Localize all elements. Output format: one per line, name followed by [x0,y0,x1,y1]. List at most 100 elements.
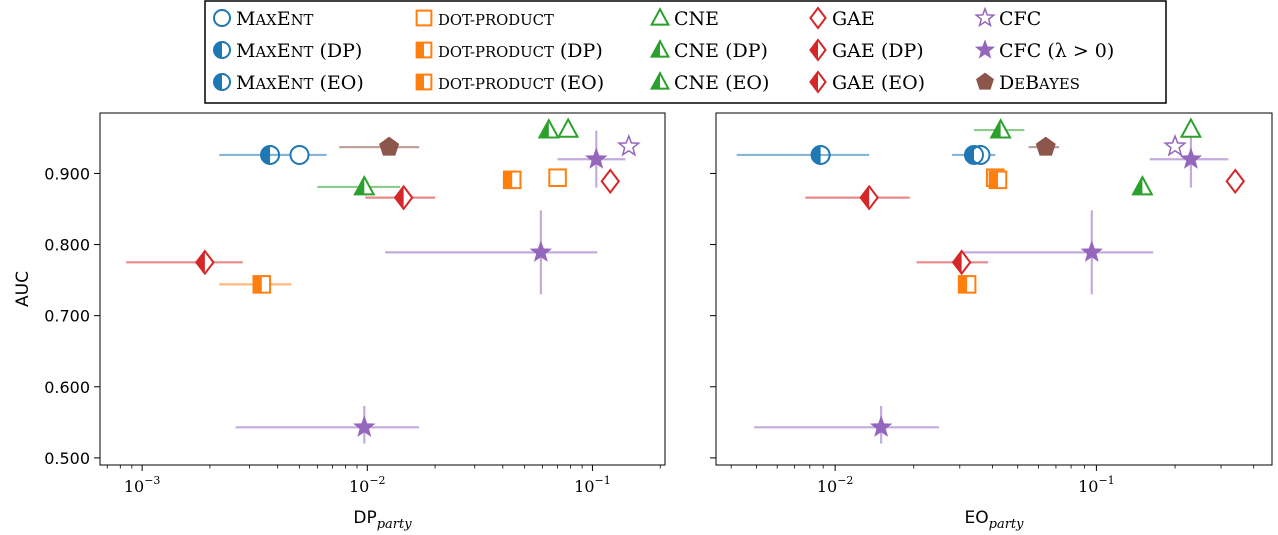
dot-product-dp-point-fill [989,171,998,189]
legend-maxent-marker [213,9,231,27]
cne-dp-point-outline [989,118,1012,139]
legend-gae-marker-outline [809,6,827,30]
legend-maxent-label-run: AX [254,12,277,29]
cfc-point [616,133,641,157]
dot-product-dp-point-outline [502,170,522,190]
y-tick-label: 0.500 [44,449,90,468]
legend-maxent-eo-label: MAXENT (EO) [236,72,364,94]
dot-product-eo-point [957,275,977,294]
x-axis-label: EOparty [965,508,1025,532]
legend-dot-product-dp-entry: DOT-PRODUCT (DP) [415,40,603,62]
legend-dot-product-dp-marker-fill [416,42,424,58]
dot-product-eo-point-fill [958,276,968,293]
cfc-point-outline [1163,133,1187,157]
legend-cne-label: CNE [674,8,719,30]
legend-gae-label: GAE [832,8,875,30]
legend-cne-entry: CNE [649,7,719,30]
dot-product-dp-point [502,170,522,190]
x-tick-label: 10−2 [349,474,386,496]
cfc-0-point [869,415,893,437]
x-tick-label: 10−3 [124,474,161,496]
cne-dp-point [989,118,1012,139]
maxent-point-outline [289,144,310,165]
gae-point [600,168,621,195]
legend-cfc-0-label: CFC (λ > 0) [999,40,1114,62]
legend-maxent-dp-label-run: M [236,40,255,62]
legend-dot-product-entry: DOT-PRODUCT [415,9,554,29]
legend-cne-dp-label-run: CNE [674,40,719,62]
legend-debayes-label-run: D [999,72,1014,94]
y-tick-label: 0.900 [44,164,90,183]
legend-cfc-label: CFC [999,8,1041,30]
x-axis-label: DPparty [353,508,412,532]
debayes-point-fill [379,136,400,156]
legend-cfc-marker [974,6,996,28]
legend-dot-product-label-run: DOT-PRODUCT [438,12,554,29]
maxent-dp-point [810,144,831,165]
legend-cne-dp-entry: CNE (DP) [649,39,768,62]
gae-point-outline [1225,168,1246,195]
legend-debayes-label-run: AYES [1038,76,1080,93]
legend-gae-dp-entry: GAE (DP) [809,38,924,62]
legend-maxent-eo-label-run: E [277,72,291,94]
gae-dp-point-fill [395,186,404,209]
legend-gae-dp-label-run: (DP) [881,40,924,62]
legend-gae-eo-label-run: GAE [832,72,875,94]
cfc-0-point-fill [585,147,608,169]
legend-maxent-dp-marker-outline [213,41,231,59]
legend-dot-product-marker [415,9,433,27]
legend-gae-dp-marker-fill [810,40,818,60]
cfc-point [1163,133,1187,157]
legend-frame [204,0,1167,104]
x-tick-exp: −1 [595,474,611,487]
axes-frame [99,112,666,466]
legend-maxent-entry: MAXENT [213,8,314,30]
maxent-point [289,144,310,165]
cfc-0-point [1179,147,1203,169]
legend-dot-product-eo-entry: DOT-PRODUCT (EO) [415,72,604,94]
dot-product-eo-point-outline [252,275,272,294]
cne-dp-point [537,118,560,139]
legend-cfc-0-label-run: (λ [1047,40,1066,62]
error-bars [736,128,1229,444]
maxent-dp-point [260,144,281,165]
x-axis-label-main: EO [965,508,989,528]
dot-product-eo-point-outline [957,275,977,294]
maxent-eo-point-outline [963,144,984,165]
legend-gae-marker [809,6,827,30]
legend-cfc-0-label-run: CFC [999,40,1041,62]
x-tick-exp: −2 [837,474,853,487]
gae-dp-point-outline [859,184,879,211]
legend-maxent-label-run: NT [291,12,314,29]
cne-eo-point-outline [353,174,376,196]
cfc-0-point [1080,240,1103,262]
legend-dot-product-dp-label-run: DOT-PRODUCT [438,44,554,61]
cne-point-outline [1179,117,1202,138]
legend-dot-product-dp-marker-outline [415,41,433,59]
legend-gae-dp-marker [809,38,827,62]
cfc-0-point [353,415,376,437]
legend-debayes-marker-fill [976,72,994,90]
x-tick-base: 10 [817,477,837,496]
legend-gae-eo-marker [809,70,827,94]
maxent-dp-point-outline [810,144,831,165]
data-points [195,117,641,437]
x-tick-label: 10−2 [817,474,854,496]
x-tick-exp: −2 [369,474,385,487]
legend-cne-eo-marker-outline [649,71,671,90]
legend-cfc-0-label-run: 0) [1095,40,1115,62]
legend-gae-eo-label: GAE (EO) [832,72,925,94]
legend-cne-dp-marker-outline [649,39,671,58]
cne-point [1179,117,1202,138]
cfc-0-point-fill [353,415,376,437]
legend-dot-product-dp-marker [415,41,433,59]
x-axis-label-main: DP [353,508,376,528]
legend-maxent-eo-label-run: (EO) [319,72,363,94]
legend-dot-product-eo-marker-fill [416,74,424,90]
y-axis-label: AUC [13,271,33,307]
gae-eo-point-fill [196,251,205,274]
dot-product-dp-point-outline [988,170,1008,190]
x-axis-label-sub: party [989,517,1025,532]
